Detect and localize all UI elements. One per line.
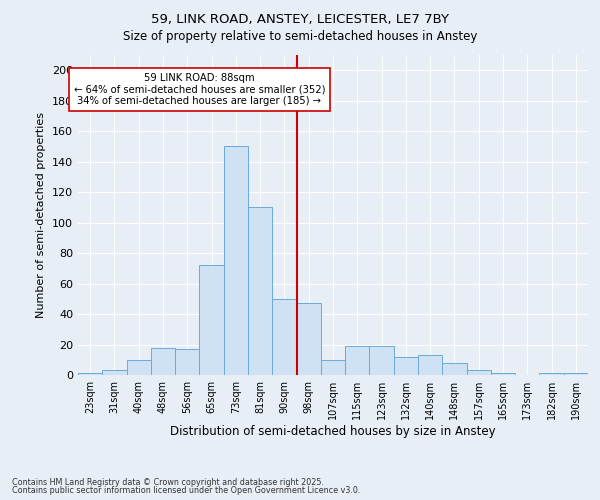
- Bar: [127, 360, 151, 375]
- Bar: [442, 363, 467, 375]
- Bar: [467, 370, 491, 375]
- Text: 59, LINK ROAD, ANSTEY, LEICESTER, LE7 7BY: 59, LINK ROAD, ANSTEY, LEICESTER, LE7 7B…: [151, 12, 449, 26]
- X-axis label: Distribution of semi-detached houses by size in Anstey: Distribution of semi-detached houses by …: [170, 425, 496, 438]
- Bar: [418, 355, 442, 375]
- Bar: [539, 374, 564, 375]
- Bar: [151, 348, 175, 375]
- Bar: [321, 360, 345, 375]
- Bar: [491, 374, 515, 375]
- Bar: [248, 208, 272, 375]
- Bar: [224, 146, 248, 375]
- Text: 59 LINK ROAD: 88sqm
← 64% of semi-detached houses are smaller (352)
34% of semi-: 59 LINK ROAD: 88sqm ← 64% of semi-detach…: [74, 74, 325, 106]
- Bar: [345, 346, 370, 375]
- Bar: [272, 299, 296, 375]
- Bar: [102, 370, 127, 375]
- Bar: [199, 266, 224, 375]
- Bar: [564, 374, 588, 375]
- Text: Contains HM Land Registry data © Crown copyright and database right 2025.: Contains HM Land Registry data © Crown c…: [12, 478, 324, 487]
- Text: Contains public sector information licensed under the Open Government Licence v3: Contains public sector information licen…: [12, 486, 361, 495]
- Bar: [296, 304, 321, 375]
- Bar: [394, 356, 418, 375]
- Bar: [370, 346, 394, 375]
- Y-axis label: Number of semi-detached properties: Number of semi-detached properties: [37, 112, 46, 318]
- Bar: [78, 374, 102, 375]
- Bar: [175, 349, 199, 375]
- Text: Size of property relative to semi-detached houses in Anstey: Size of property relative to semi-detach…: [123, 30, 477, 43]
